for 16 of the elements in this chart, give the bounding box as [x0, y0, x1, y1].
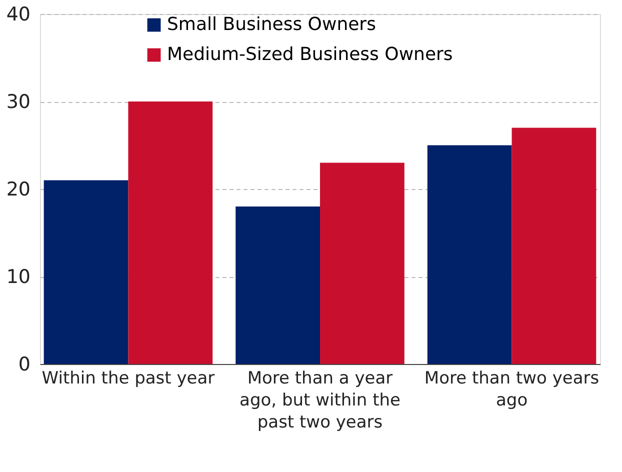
bar	[320, 162, 404, 364]
x-tick-label: More than a year ago, but within the past two years	[240, 368, 400, 432]
legend-label: Medium-Sized Business Owners	[167, 44, 453, 65]
x-tick-label: Within the past year	[42, 368, 215, 388]
y-tick-label: 0	[18, 354, 30, 376]
bar	[44, 180, 128, 364]
y-tick-label: 30	[6, 91, 30, 113]
bar	[512, 128, 596, 364]
y-tick-label: 40	[6, 4, 30, 26]
y-tick-label: 20	[6, 178, 30, 200]
x-tick-label: More than two years ago	[424, 368, 600, 410]
bar	[427, 145, 512, 364]
bar	[128, 102, 213, 364]
bar	[236, 206, 320, 364]
legend-label: Small Business Owners	[167, 14, 376, 35]
y-tick-label: 10	[6, 266, 30, 288]
